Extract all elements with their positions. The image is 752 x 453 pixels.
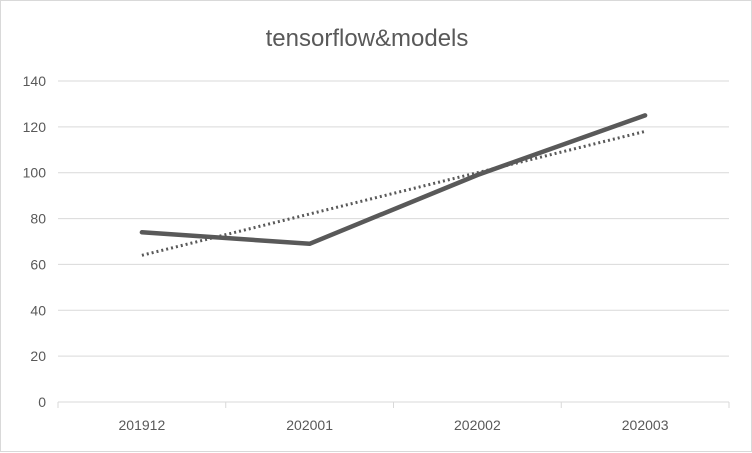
x-tick-label: 201912 — [119, 417, 166, 433]
y-tick-label: 0 — [38, 394, 46, 410]
y-tick-label: 80 — [30, 211, 46, 227]
x-tick-label: 202002 — [454, 417, 501, 433]
y-tick-label: 60 — [30, 256, 46, 272]
gridlines — [58, 80, 729, 357]
data-series-line — [139, 113, 648, 247]
y-axis-ticks: 0 20 40 60 80 100 120 140 — [23, 73, 47, 410]
x-tick-label: 202003 — [622, 417, 669, 433]
series-group — [139, 113, 648, 257]
y-tick-label: 100 — [23, 165, 47, 181]
x-axis — [57, 401, 730, 408]
y-tick-label: 140 — [23, 73, 47, 89]
y-tick-label: 40 — [30, 302, 46, 318]
y-tick-label: 20 — [30, 348, 46, 364]
y-tick-label: 120 — [23, 119, 47, 135]
x-axis-ticks: 201912 202001 202002 202003 — [119, 417, 669, 433]
x-tick-label: 202001 — [286, 417, 333, 433]
chart-title: tensorflow&models — [266, 25, 469, 52]
trendline-series — [141, 129, 646, 257]
